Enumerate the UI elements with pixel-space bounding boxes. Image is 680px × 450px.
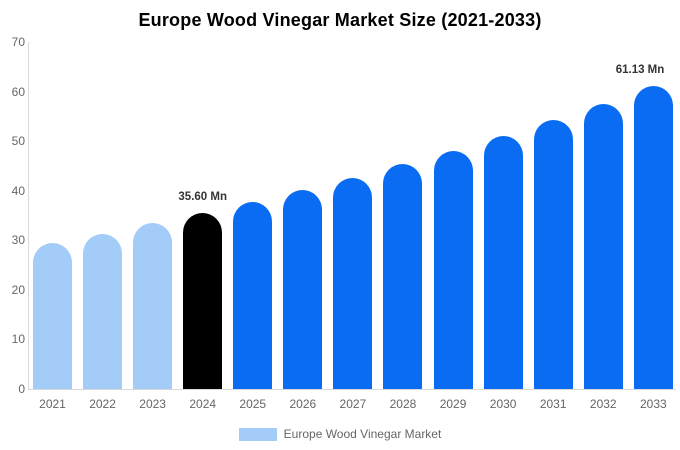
x-axis-tick-label: 2021 [39,397,66,411]
x-axis-tick-label: 2031 [539,397,567,411]
y-axis-tick-label: 10 [11,332,25,347]
x-axis-tick-label: 2026 [289,397,317,411]
y-axis-tick-label: 20 [11,282,25,297]
y-axis-tick-label: 0 [18,382,25,396]
x-axis-line [28,389,676,390]
bar-2022 [83,233,123,389]
y-axis-line [28,42,29,389]
bar-2032 [583,103,623,389]
legend-swatch [238,427,277,441]
y-axis-tick-label: 60 [11,84,25,99]
x-axis-tick-label: 2030 [489,397,517,411]
bar-2025 [233,201,273,389]
x-axis-tick-label: 2023 [139,397,166,411]
legend: Europe Wood Vinegar Market [0,425,680,443]
y-axis-tick-label: 70 [11,35,25,49]
x-axis-tick-label: 2027 [339,397,367,411]
bar-2028 [383,164,423,389]
chart-title: Europe Wood Vinegar Market Size (2021-20… [138,10,542,30]
x-axis-tick-label: 2032 [589,397,617,411]
data-label-2033: 61.13 Mn [615,63,665,76]
bar-2029 [433,150,473,389]
bar-2027 [333,177,373,389]
y-axis-tick-label: 40 [11,183,25,198]
bar-2026 [283,190,323,389]
bar-2023 [133,223,173,389]
x-axis-tick-label: 2028 [389,397,417,411]
bar-2031 [533,120,573,389]
bar-2030 [483,136,523,389]
y-axis-tick-label: 30 [11,233,25,248]
x-axis-tick-label: 2025 [239,397,267,411]
x-axis-tick-label: 2022 [89,397,116,411]
x-axis-tick-label: 2033 [639,397,667,411]
x-axis-tick-label: 2024 [189,397,217,411]
legend-label: Europe Wood Vinegar Market [283,427,442,441]
bar-2033 [633,85,673,389]
bar-2021 [33,243,72,389]
y-axis-tick-label: 50 [11,134,25,149]
data-label-2024: 35.60 Mn [178,190,227,203]
x-axis-tick-label: 2029 [439,397,467,411]
bar-2024 [183,212,223,389]
